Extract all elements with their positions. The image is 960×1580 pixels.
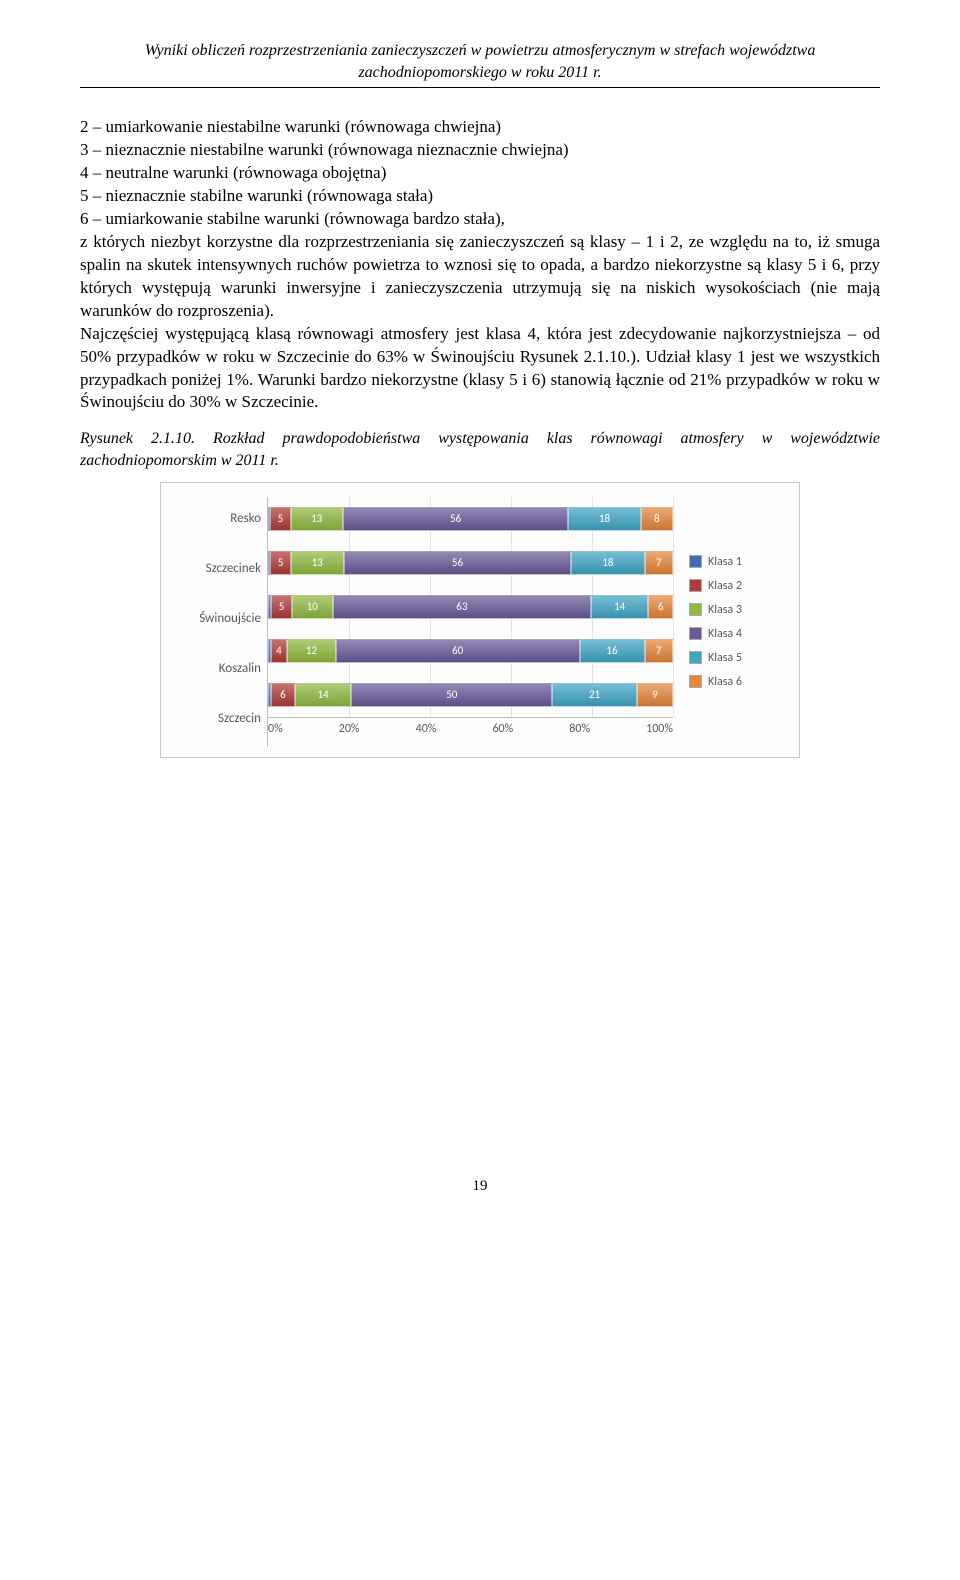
plot-area: 5135618851356187510631464126016761450219…	[267, 497, 673, 747]
legend-swatch	[689, 603, 702, 616]
figure-caption: Rysunek 2.1.10. Rozkład prawdopodobieńst…	[80, 428, 880, 471]
bar-row: 61450219	[268, 673, 673, 717]
x-tick-label: 20%	[339, 722, 360, 736]
legend-item: Klasa 5	[689, 651, 781, 665]
bar-row: 51356187	[268, 541, 673, 585]
y-axis-labels: Resko Szczecinek Świnoujście Koszalin Sz…	[173, 497, 267, 747]
bar-segment: 13	[291, 507, 343, 531]
bar-segment: 7	[645, 551, 673, 575]
legend-label: Klasa 5	[708, 651, 742, 665]
y-label: Koszalin	[173, 647, 261, 697]
bar-segment: 18	[568, 507, 640, 531]
stacked-bar-chart: Resko Szczecinek Świnoujście Koszalin Sz…	[160, 482, 800, 758]
bar-segment: 60	[336, 639, 580, 663]
legend-swatch	[689, 555, 702, 568]
bar-segment: 5	[270, 507, 290, 531]
bar-segment: 4	[271, 639, 287, 663]
bar-segment: 7	[645, 639, 673, 663]
header-line-2: zachodniopomorskiego w roku 2011 r.	[80, 62, 880, 84]
bar-segment: 50	[351, 683, 552, 707]
bar-segment: 13	[291, 551, 344, 575]
bar-segment: 16	[580, 639, 645, 663]
figure-caption-text: Rozkład prawdopodobieństwa występowania …	[80, 430, 880, 469]
running-header: Wyniki obliczeń rozprzestrzeniania zanie…	[80, 40, 880, 88]
legend-label: Klasa 4	[708, 627, 742, 641]
bar-segment: 6	[648, 595, 673, 619]
figure-caption-label: Rysunek 2.1.10.	[80, 430, 195, 447]
bar-row: 51356188	[268, 497, 673, 541]
chart-container: Resko Szczecinek Świnoujście Koszalin Sz…	[80, 482, 880, 758]
bar-segment: 5	[271, 595, 291, 619]
stacked-bar: 61450219	[268, 683, 673, 707]
bar-segment: 5	[270, 551, 290, 575]
stacked-bar: 51063146	[268, 595, 673, 619]
legend-label: Klasa 1	[708, 555, 742, 569]
stacked-bar: 41260167	[268, 639, 673, 663]
bar-segment: 6	[271, 683, 295, 707]
bars-area: 5135618851356187510631464126016761450219	[268, 497, 673, 718]
bar-segment: 10	[292, 595, 333, 619]
bar-segment: 56	[343, 507, 568, 531]
x-tick-label: 80%	[569, 722, 590, 736]
stacked-bar: 51356188	[268, 507, 673, 531]
legend-item: Klasa 2	[689, 579, 781, 593]
y-label: Resko	[173, 497, 261, 547]
legend-item: Klasa 4	[689, 627, 781, 641]
bar-segment: 21	[552, 683, 636, 707]
x-tick-label: 100%	[646, 722, 673, 736]
body-paragraph: 2 – umiarkowanie niestabilne warunki (ró…	[80, 116, 880, 414]
legend-item: Klasa 3	[689, 603, 781, 617]
bar-segment: 18	[571, 551, 644, 575]
x-tick-label: 60%	[492, 722, 513, 736]
y-label: Szczecinek	[173, 547, 261, 597]
stacked-bar: 51356187	[268, 551, 673, 575]
header-line-1: Wyniki obliczeń rozprzestrzeniania zanie…	[80, 40, 880, 62]
bar-row: 41260167	[268, 629, 673, 673]
bar-segment: 56	[344, 551, 572, 575]
bar-segment: 14	[295, 683, 351, 707]
legend-swatch	[689, 651, 702, 664]
bar-segment: 8	[641, 507, 673, 531]
y-label: Świnoujście	[173, 597, 261, 647]
bar-row: 51063146	[268, 585, 673, 629]
bar-segment: 14	[591, 595, 648, 619]
x-axis: 0% 20% 40% 60% 80% 100%	[268, 718, 673, 736]
legend-swatch	[689, 675, 702, 688]
y-label: Szczecin	[173, 697, 261, 747]
legend-label: Klasa 3	[708, 603, 742, 617]
bar-segment: 12	[287, 639, 336, 663]
legend: Klasa 1 Klasa 2 Klasa 3 Klasa 4 Klasa 5 Klasa…	[673, 497, 781, 747]
bar-segment: 63	[333, 595, 591, 619]
legend-item: Klasa 1	[689, 555, 781, 569]
legend-label: Klasa 6	[708, 675, 742, 689]
legend-label: Klasa 2	[708, 579, 742, 593]
gridline	[673, 497, 674, 717]
x-tick-label: 0%	[268, 722, 283, 736]
legend-swatch	[689, 627, 702, 640]
bar-segment: 9	[637, 683, 673, 707]
x-tick-label: 40%	[416, 722, 437, 736]
legend-item: Klasa 6	[689, 675, 781, 689]
legend-swatch	[689, 579, 702, 592]
page-number: 19	[80, 1178, 880, 1195]
